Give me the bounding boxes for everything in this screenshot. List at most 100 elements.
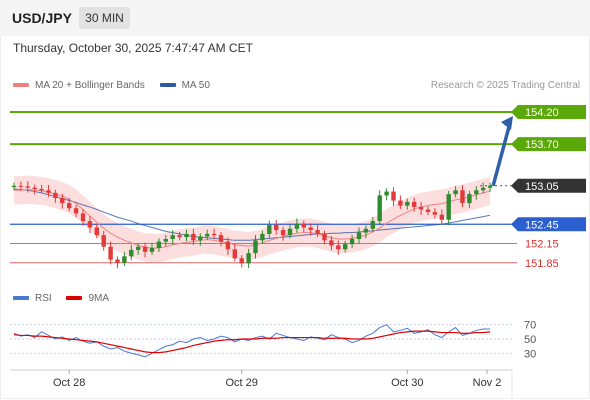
candle-body <box>198 236 203 241</box>
candle-body <box>453 190 458 195</box>
candle-body <box>191 233 196 241</box>
candle-body <box>149 248 155 252</box>
ma50-line <box>13 188 491 241</box>
legend-item-9ma: 9MA <box>66 293 109 304</box>
legend-swatch-ma20 <box>13 83 29 88</box>
candle-body <box>336 245 341 250</box>
candle-body <box>108 246 113 260</box>
bollinger-band <box>14 175 491 263</box>
candle-body <box>391 191 396 201</box>
candle-body <box>474 190 479 195</box>
candle-body <box>177 235 182 238</box>
projection-arrow-head <box>501 116 513 131</box>
candle-body <box>18 185 24 187</box>
candle-body <box>315 230 320 234</box>
candle-body <box>343 244 348 250</box>
rsi-tick-label: 70 <box>524 320 536 332</box>
candle-body <box>46 190 51 193</box>
candle-body <box>439 214 444 220</box>
legend-label-rsi: RSI <box>35 293 52 304</box>
candle-body <box>142 246 148 252</box>
rsi-legend: RSI 9MA <box>13 293 121 304</box>
level-label-153.70: 153.70 <box>525 139 559 151</box>
candle-body <box>467 194 472 204</box>
candle-body <box>25 186 30 188</box>
candles <box>11 181 493 269</box>
candle-body <box>67 203 72 209</box>
rsi-tick-label: 50 <box>524 334 536 346</box>
candle-body <box>280 230 286 236</box>
timeframe-badge[interactable]: 30 MIN <box>79 7 130 29</box>
candle-body <box>39 189 44 191</box>
candle-body <box>253 240 258 254</box>
candle-body <box>246 253 251 264</box>
level-box-154.20 <box>511 105 586 120</box>
x-tick-label: Oct 29 <box>225 377 257 389</box>
candle-body <box>425 209 431 213</box>
x-tick-label: Oct 28 <box>53 377 85 389</box>
x-tick-label: Oct 30 <box>391 377 423 389</box>
candle-body <box>205 233 210 237</box>
candle-body <box>80 213 86 222</box>
candle-body <box>232 249 237 259</box>
candle-body <box>356 232 362 240</box>
candle-body <box>260 233 265 241</box>
candle-body <box>136 246 141 250</box>
legend-label-9ma: 9MA <box>88 293 110 304</box>
candle-body <box>156 241 162 249</box>
legend-label-ma20: MA 20 + Bollinger Bands <box>35 80 145 91</box>
main-legend: MA 20 + Bollinger Bands MA 50 <box>13 80 222 91</box>
candle-body <box>53 192 58 198</box>
candle-body <box>370 221 375 229</box>
level-label-152.15: 152.15 <box>525 239 559 251</box>
candle-body <box>377 195 382 222</box>
candle-body <box>129 249 134 257</box>
candle-body <box>301 223 306 228</box>
level-label-152.45: 152.45 <box>525 219 559 231</box>
legend-label-ma50: MA 50 <box>181 80 210 91</box>
candle-body <box>363 228 369 233</box>
legend-item-ma20: MA 20 + Bollinger Bands <box>13 80 145 91</box>
level-label-151.85: 151.85 <box>525 258 559 270</box>
header-bar: USD/JPY 30 MIN <box>0 0 590 36</box>
legend-item-rsi: RSI <box>13 293 52 304</box>
candle-body <box>418 206 424 210</box>
ma20-line <box>14 189 491 249</box>
candle-body <box>322 233 327 241</box>
candle-body <box>481 187 486 191</box>
legend-swatch-rsi <box>13 296 29 301</box>
candle-body <box>122 256 127 263</box>
candle-body <box>32 187 37 189</box>
candle-body <box>170 235 175 240</box>
research-credit: Research © 2025 Trading Central <box>430 80 580 91</box>
candle-body <box>211 233 217 236</box>
rsi-9ma-line <box>13 330 491 354</box>
symbol-title: USD/JPY <box>12 10 72 26</box>
candle-body <box>487 185 493 188</box>
candle-body <box>239 258 244 264</box>
legend-swatch-9ma <box>66 296 83 301</box>
x-tick-label: Nov 2 <box>473 377 502 389</box>
candle-body <box>294 223 300 229</box>
candle-body <box>446 194 451 220</box>
candle-body <box>349 239 355 245</box>
candle-body <box>101 235 106 247</box>
level-box-153.05 <box>511 178 586 193</box>
legend-item-ma50: MA 50 <box>159 80 210 91</box>
candle-body <box>460 190 465 204</box>
candle-body <box>11 185 17 188</box>
legend-swatch-ma50 <box>159 83 176 88</box>
rsi-tick-label: 30 <box>524 348 536 360</box>
candle-body <box>398 200 403 206</box>
projection-arrow-shaft <box>491 122 512 187</box>
timestamp: Thursday, October 30, 2025 7:47:47 AM CE… <box>13 41 253 55</box>
level-box-153.70 <box>511 137 586 152</box>
level-box-152.45 <box>511 217 586 232</box>
candle-body <box>163 239 168 242</box>
level-label-153.05: 153.05 <box>525 181 559 193</box>
candle-body <box>405 201 410 206</box>
candle-body <box>115 259 120 263</box>
candle-body <box>267 224 272 234</box>
candle-body <box>225 241 231 250</box>
